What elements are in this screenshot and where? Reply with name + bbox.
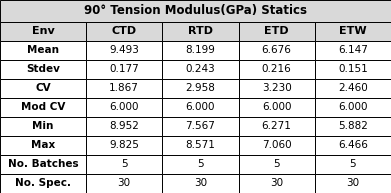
Bar xyxy=(315,79,391,98)
Text: 9.825: 9.825 xyxy=(109,141,139,151)
Text: 6.000: 6.000 xyxy=(338,102,368,113)
Text: 3.230: 3.230 xyxy=(262,83,292,93)
Bar xyxy=(162,22,239,41)
Bar xyxy=(0,174,86,193)
Bar xyxy=(315,174,391,193)
Bar xyxy=(239,60,315,79)
Text: 0.151: 0.151 xyxy=(338,64,368,74)
Bar xyxy=(86,136,162,155)
Text: Mod CV: Mod CV xyxy=(21,102,65,113)
Bar xyxy=(315,41,391,60)
Text: CV: CV xyxy=(35,83,51,93)
Bar xyxy=(162,60,239,79)
Bar xyxy=(315,22,391,41)
Bar xyxy=(86,155,162,174)
Text: 90° Tension Modulus(GPa) Statics: 90° Tension Modulus(GPa) Statics xyxy=(84,4,307,17)
Text: ETD: ETD xyxy=(264,26,289,36)
Bar xyxy=(0,117,86,136)
Bar xyxy=(86,98,162,117)
Bar xyxy=(239,174,315,193)
Text: 7.060: 7.060 xyxy=(262,141,291,151)
Text: 5: 5 xyxy=(197,159,204,169)
Text: 30: 30 xyxy=(270,179,283,189)
Text: 5: 5 xyxy=(273,159,280,169)
Text: 30: 30 xyxy=(194,179,207,189)
Bar xyxy=(315,98,391,117)
Text: 1.867: 1.867 xyxy=(109,83,139,93)
Text: 6.147: 6.147 xyxy=(338,45,368,55)
Bar xyxy=(86,79,162,98)
Text: Mean: Mean xyxy=(27,45,59,55)
Bar xyxy=(86,41,162,60)
Text: 5: 5 xyxy=(121,159,127,169)
Bar xyxy=(162,98,239,117)
Text: 0.177: 0.177 xyxy=(109,64,139,74)
Text: 8.199: 8.199 xyxy=(185,45,215,55)
Bar xyxy=(162,136,239,155)
Bar xyxy=(162,41,239,60)
Text: 2.460: 2.460 xyxy=(338,83,368,93)
Text: 30: 30 xyxy=(346,179,359,189)
Bar xyxy=(315,117,391,136)
Text: 30: 30 xyxy=(118,179,131,189)
Bar xyxy=(239,155,315,174)
Bar xyxy=(86,22,162,41)
Text: 5.882: 5.882 xyxy=(338,121,368,131)
Text: Max: Max xyxy=(31,141,55,151)
Text: 6.466: 6.466 xyxy=(338,141,368,151)
Text: 6.000: 6.000 xyxy=(186,102,215,113)
Bar xyxy=(162,174,239,193)
Bar xyxy=(162,79,239,98)
Bar xyxy=(162,155,239,174)
Bar xyxy=(0,41,86,60)
Bar xyxy=(86,117,162,136)
Bar xyxy=(0,22,86,41)
Bar xyxy=(239,79,315,98)
Bar xyxy=(86,174,162,193)
Text: ETW: ETW xyxy=(339,26,367,36)
Bar xyxy=(239,22,315,41)
Bar xyxy=(0,98,86,117)
Bar xyxy=(315,136,391,155)
Text: 6.000: 6.000 xyxy=(262,102,291,113)
Bar xyxy=(315,155,391,174)
Text: 2.958: 2.958 xyxy=(185,83,215,93)
Text: 7.567: 7.567 xyxy=(185,121,215,131)
Text: 6.271: 6.271 xyxy=(262,121,292,131)
Text: 8.952: 8.952 xyxy=(109,121,139,131)
Text: 6.000: 6.000 xyxy=(109,102,139,113)
Text: RTD: RTD xyxy=(188,26,213,36)
Bar xyxy=(239,117,315,136)
Text: 6.676: 6.676 xyxy=(262,45,292,55)
Bar xyxy=(239,98,315,117)
Bar xyxy=(315,60,391,79)
Text: 0.216: 0.216 xyxy=(262,64,292,74)
Bar xyxy=(86,60,162,79)
Text: 9.493: 9.493 xyxy=(109,45,139,55)
Text: No. Spec.: No. Spec. xyxy=(15,179,71,189)
Bar xyxy=(0,136,86,155)
Bar xyxy=(0,155,86,174)
Text: Min: Min xyxy=(32,121,54,131)
Bar xyxy=(0,0,391,22)
Bar xyxy=(239,41,315,60)
Bar xyxy=(0,79,86,98)
Text: 5: 5 xyxy=(350,159,356,169)
Text: Stdev: Stdev xyxy=(26,64,60,74)
Bar xyxy=(239,136,315,155)
Text: No. Batches: No. Batches xyxy=(8,159,78,169)
Bar xyxy=(162,117,239,136)
Text: 8.571: 8.571 xyxy=(185,141,215,151)
Text: CTD: CTD xyxy=(111,26,137,36)
Text: 0.243: 0.243 xyxy=(185,64,215,74)
Text: Env: Env xyxy=(32,26,54,36)
Bar xyxy=(0,60,86,79)
